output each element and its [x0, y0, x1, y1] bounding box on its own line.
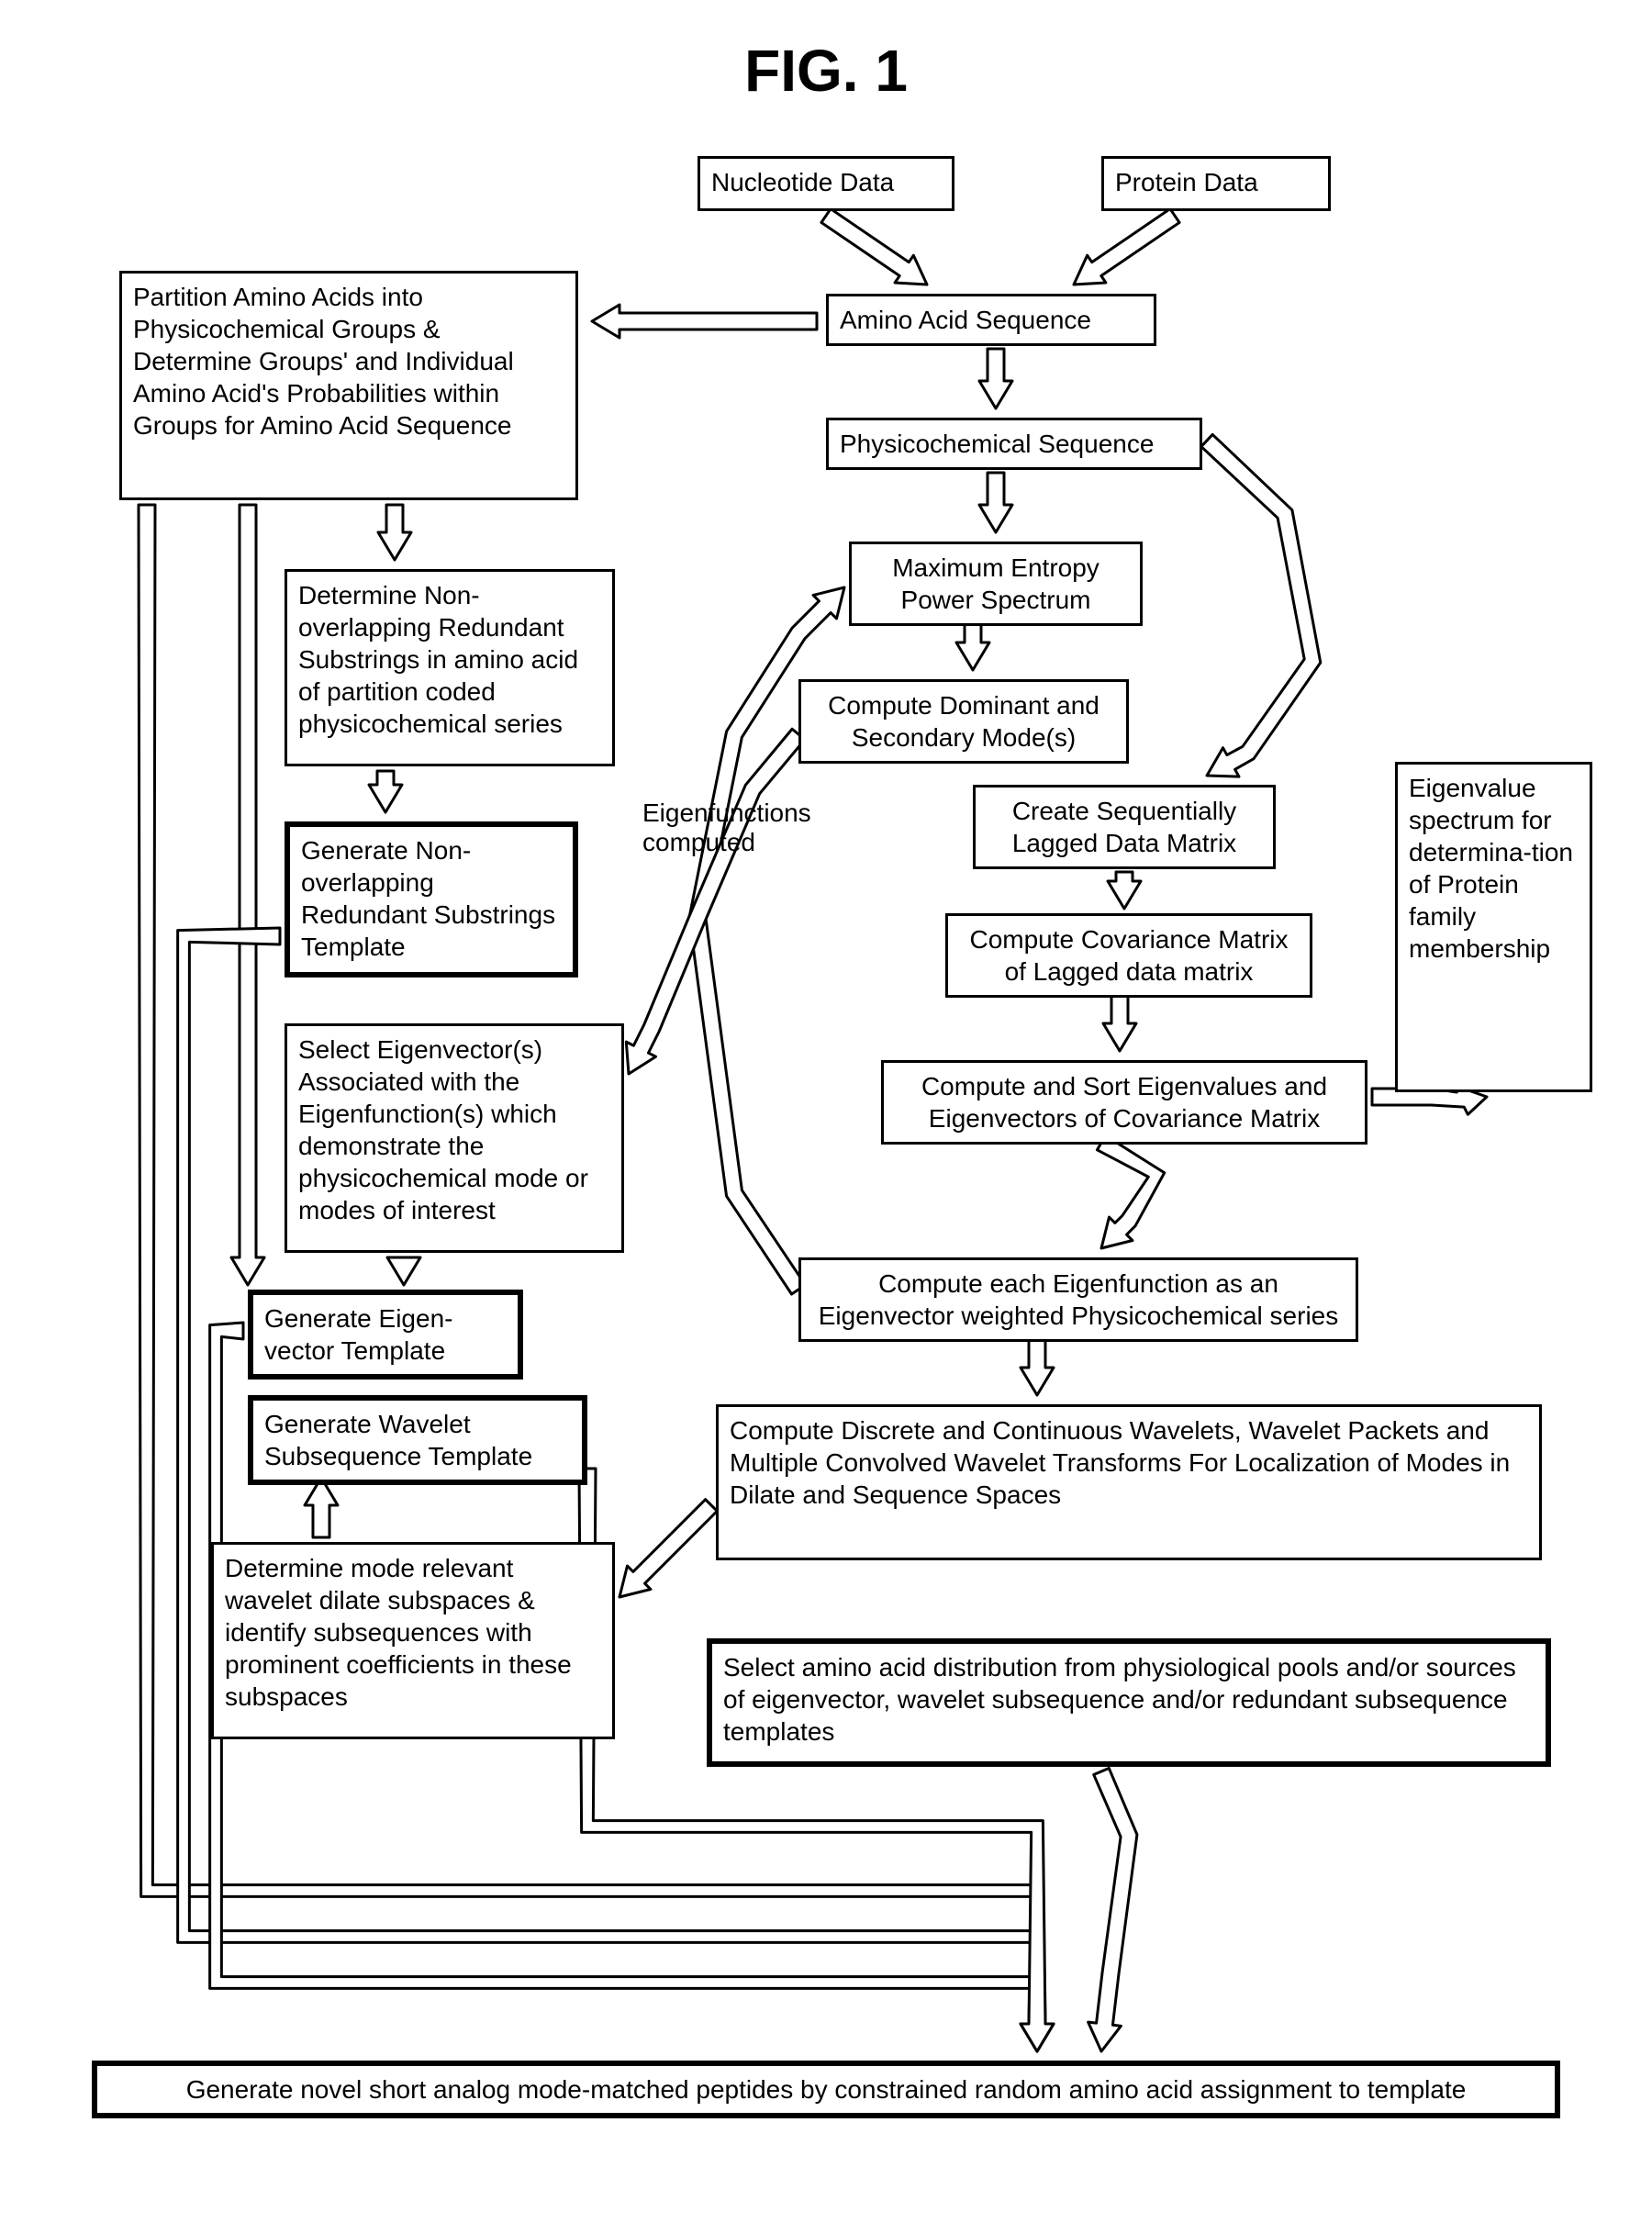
- node-partition: Partition Amino Acids into Physicochemic…: [119, 271, 578, 500]
- arrow-partition-down-geneig: [231, 505, 264, 1285]
- node-eig-spectrum: Eigenvalue spectrum for determina-tion o…: [1395, 762, 1592, 1092]
- node-phys-seq: Physicochemical Sequence: [826, 418, 1202, 470]
- node-nonoverlap: Determine Non-overlapping Redundant Subs…: [285, 569, 615, 766]
- node-eigfunc: Compute each Eigenfunction as an Eigenve…: [798, 1257, 1358, 1342]
- figure-title: FIG. 1: [551, 37, 1101, 105]
- arrow-protein-to-aminoacid: [1074, 209, 1179, 285]
- label-eigenfunctions-computed: Eigenfunctions computed: [642, 799, 854, 857]
- node-select-eigvec: Select Eigenvector(s) Associated with th…: [285, 1023, 624, 1253]
- node-gen-wavelet: Generate Wavelet Subsequence Template: [248, 1395, 587, 1485]
- node-wavelets: Compute Discrete and Continuous Wavelets…: [716, 1404, 1542, 1560]
- arrow-compdom-to-seleigvec: [626, 729, 805, 1074]
- arrow-selectdist-to-generate: [1088, 1768, 1137, 2051]
- node-select-dist: Select amino acid distribution from phys…: [707, 1638, 1551, 1767]
- arrow-covmat-to-eigvals: [1103, 996, 1136, 1051]
- node-compute-dominant: Compute Dominant and Secondary Mode(s): [798, 679, 1129, 764]
- node-gen-eigvec: Generate Eigen-vector Template: [248, 1290, 523, 1380]
- arrow-createlag-to-covmat: [1108, 872, 1141, 909]
- node-cov-matrix: Compute Covariance Matrix of Lagged data…: [945, 913, 1312, 998]
- arrow-aminoacid-to-physseq: [979, 349, 1012, 408]
- arrow-eigfunc-to-wavelets: [1021, 1340, 1054, 1395]
- node-generate-novel: Generate novel short analog mode-matched…: [92, 2061, 1560, 2118]
- node-max-entropy: Maximum Entropy Power Spectrum: [849, 542, 1143, 626]
- node-protein-data: Protein Data: [1101, 156, 1331, 211]
- node-det-mode: Determine mode relevant wavelet dilate s…: [211, 1542, 615, 1739]
- node-gen-nonoverlap: Generate Non-overlapping Redundant Subst…: [285, 821, 578, 977]
- arrow-wavelets-to-detmode: [620, 1500, 717, 1597]
- node-amino-acid-seq: Amino Acid Sequence: [826, 294, 1156, 346]
- arrow-seleigvec-to-geneig: [387, 1257, 420, 1285]
- node-create-lagged: Create Sequentially Lagged Data Matrix: [973, 785, 1276, 869]
- arrow-partition-to-nonoverlap: [378, 505, 411, 560]
- node-nucleotide-data: Nucleotide Data: [698, 156, 954, 211]
- arrow-nonoverlap-to-gennon: [369, 771, 402, 812]
- arrow-maxent-to-compdom: [956, 624, 989, 670]
- node-eigvals: Compute and Sort Eigenvalues and Eigenve…: [881, 1060, 1367, 1145]
- arrow-physseq-to-createlag: [1201, 434, 1321, 776]
- arrow-physseq-to-maxent: [979, 473, 1012, 532]
- arrow-aminoacid-to-partition: [592, 305, 817, 338]
- arrow-eigvals-to-eigfunc: [1097, 1135, 1164, 1248]
- arrow-nucleotide-to-aminoacid: [821, 209, 927, 285]
- arrow-detmode-to-genwav: [305, 1478, 338, 1537]
